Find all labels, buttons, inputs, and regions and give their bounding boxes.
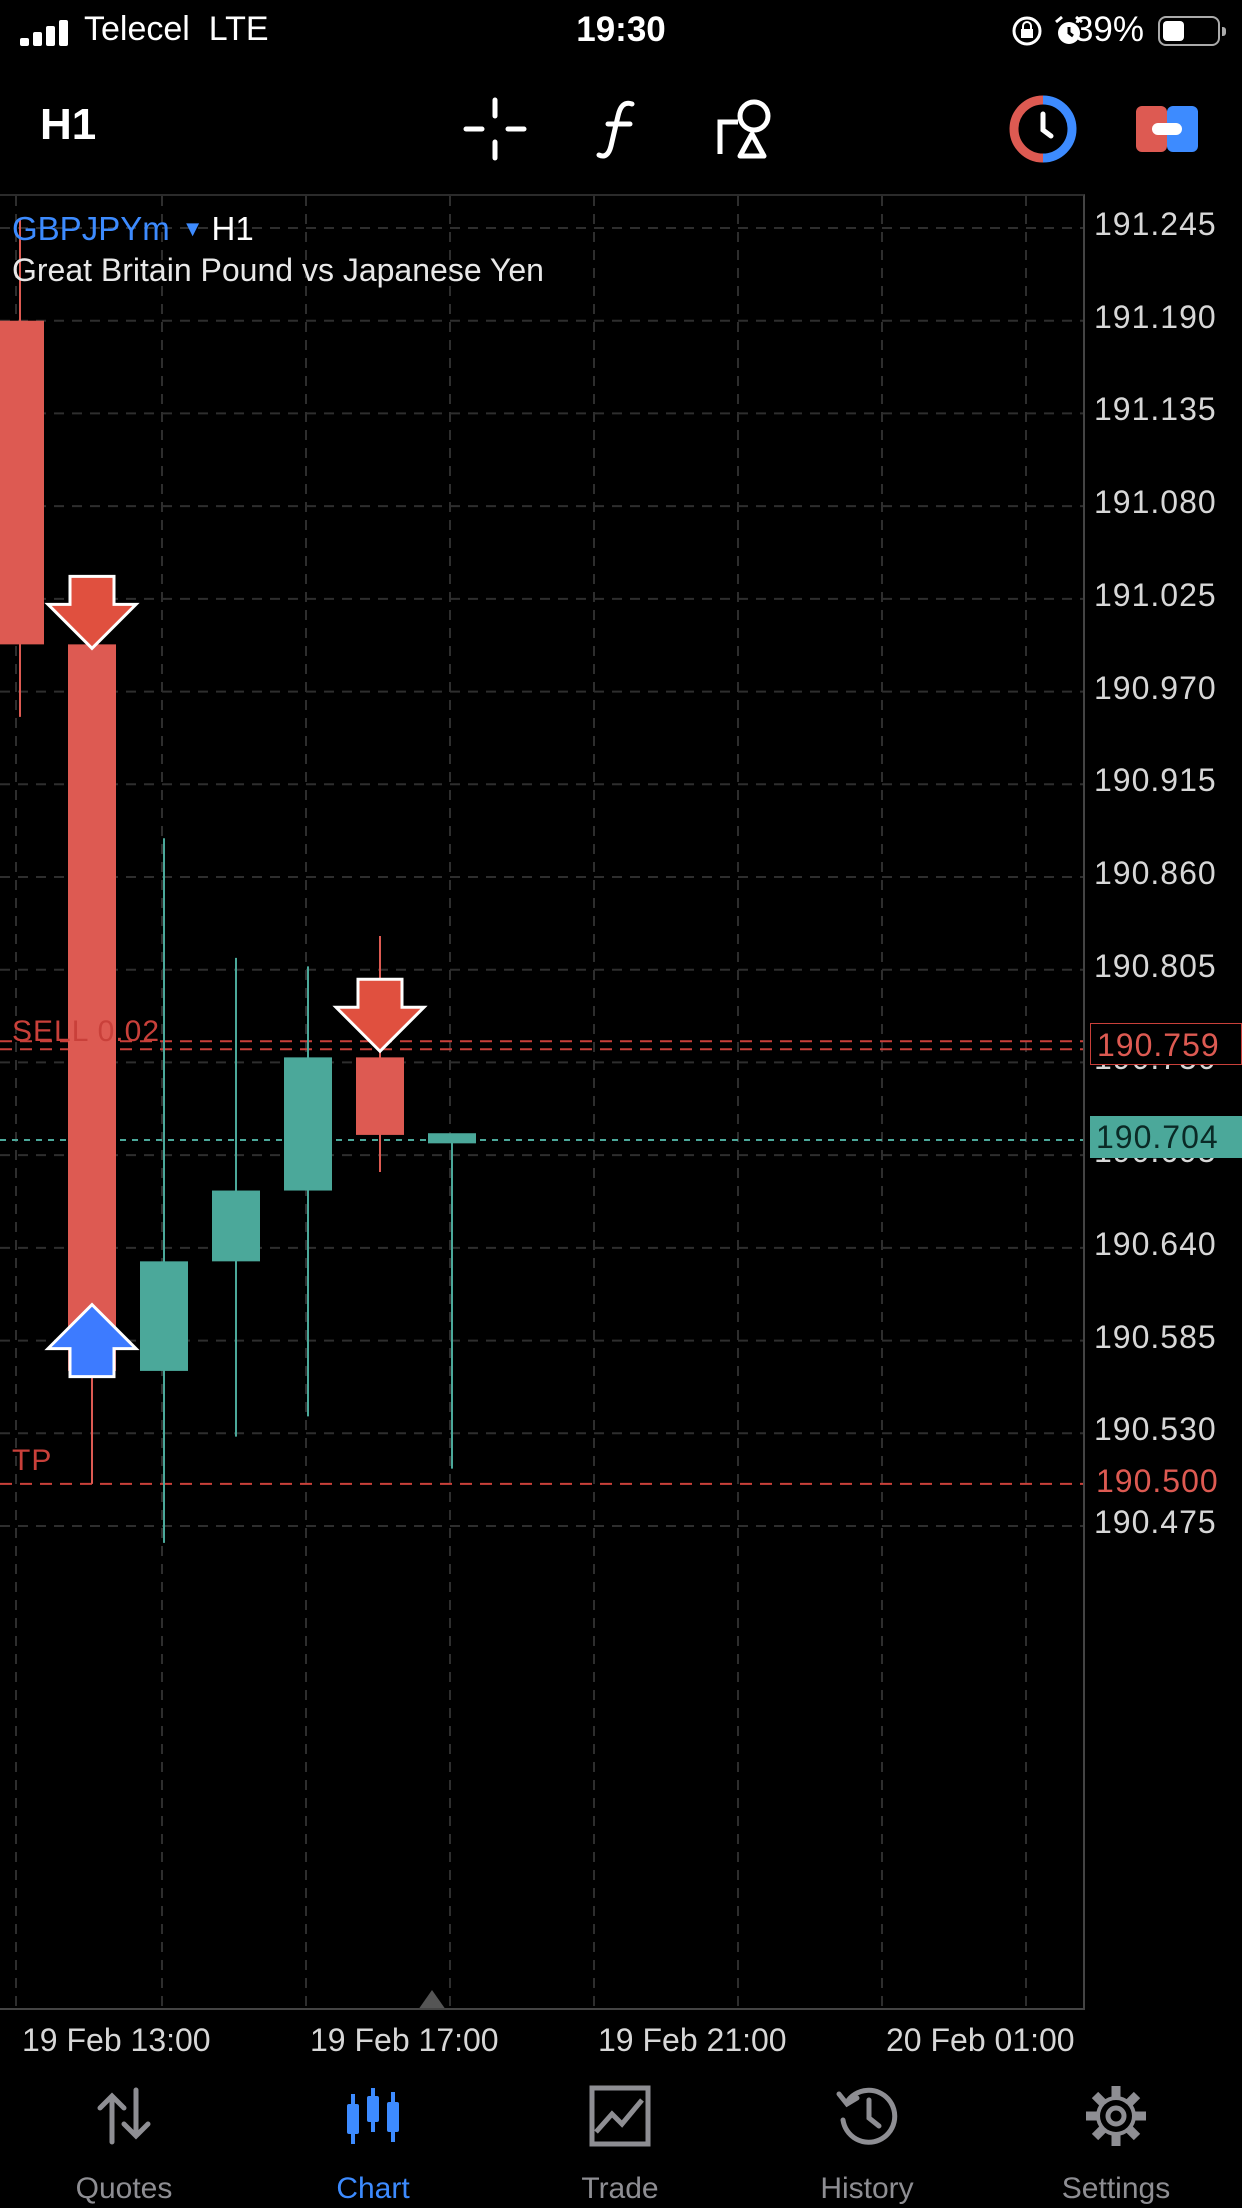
carrier-label: Telecel LTE [84, 10, 269, 48]
candle-body [140, 1261, 188, 1371]
price-scale-label: 190.530 [1094, 1411, 1217, 1448]
symbol-description: Great Britain Pound vs Japanese Yen [12, 252, 544, 288]
nav-history[interactable]: History [767, 2060, 967, 2208]
price-scale-label: 190.805 [1094, 947, 1217, 984]
battery-icon [1158, 16, 1226, 46]
candle-body [356, 1057, 404, 1135]
history-icon [836, 2087, 898, 2145]
price-scale-label: 190.475 [1094, 1504, 1217, 1540]
account-icon[interactable] [1132, 94, 1202, 164]
quotes-icon [97, 2087, 151, 2145]
signal-icon [20, 18, 76, 46]
bottom-navigation: Quotes Chart Trade History [0, 2060, 1242, 2208]
timeframe-button[interactable]: H1 [40, 100, 97, 149]
candle-body [428, 1133, 476, 1144]
indicators-icon[interactable] [586, 94, 656, 164]
settings-icon [1086, 2086, 1146, 2146]
sell-price-tag: 190.759 [1090, 1023, 1242, 1066]
candle-body [212, 1190, 260, 1262]
battery-percent: 39% [1073, 10, 1144, 49]
chart-shift-marker [419, 1990, 445, 2008]
nav-trade[interactable]: Trade [520, 2060, 720, 2208]
symbol-selector[interactable]: GBPJPYm [12, 210, 170, 247]
price-scale-label: 190.970 [1094, 669, 1217, 706]
chart-icon [347, 2088, 399, 2144]
time-scale-label: 20 Feb 01:00 [886, 2022, 1075, 2058]
rotation-lock-icon [1012, 16, 1042, 46]
tp-price-tag: 190.500 [1090, 1459, 1242, 1502]
clock: 19:30 [576, 10, 666, 49]
tp-line-label: TP [12, 1443, 53, 1477]
symbol-header: GBPJPYm ▼ H1 [12, 210, 254, 248]
chart-plot[interactable]: GBPJPYm ▼ H1 Great Britain Pound vs Japane… [0, 194, 1085, 2010]
nav-label: Chart [336, 2172, 410, 2205]
price-scale-label: 191.135 [1094, 391, 1217, 428]
symbol-timeframe: H1 [211, 210, 254, 247]
candle-body [0, 320, 44, 645]
nav-label: Trade [581, 2172, 659, 2205]
price-scale-label: 191.190 [1094, 298, 1217, 335]
sell-arrow-marker[interactable] [44, 574, 140, 651]
trade-icon [589, 2085, 651, 2147]
status-bar: Telecel LTE 19:30 39% [0, 0, 1242, 62]
chart-canvas[interactable] [0, 196, 1085, 2010]
price-scale-label: 190.585 [1094, 1318, 1217, 1355]
alarm-icon [1055, 15, 1083, 44]
candle-body [284, 1057, 332, 1191]
nav-label: Settings [1061, 2172, 1171, 2205]
price-scale-label: 191.080 [1094, 484, 1217, 521]
price-scale-label: 190.915 [1094, 762, 1217, 799]
one-click-trading-icon[interactable] [1008, 94, 1078, 164]
chart-toolbar: H1 [0, 84, 1242, 172]
sell-arrow-marker[interactable] [332, 977, 428, 1054]
nav-quotes[interactable]: Quotes [24, 2060, 224, 2208]
buy-arrow-marker[interactable] [44, 1302, 140, 1379]
nav-chart[interactable]: Chart [273, 2060, 473, 2208]
objects-icon[interactable] [710, 94, 780, 164]
price-scale-label: 190.860 [1094, 855, 1217, 891]
nav-label: Quotes [75, 2172, 173, 2205]
symbol-dropdown-icon[interactable]: ▼ [181, 216, 204, 241]
time-scale-label: 19 Feb 13:00 [22, 2022, 211, 2058]
current-price-tag: 190.704 [1090, 1115, 1242, 1158]
nav-label: History [820, 2172, 914, 2205]
price-scale-label: 190.640 [1094, 1225, 1217, 1262]
price-scale-label: 191.025 [1094, 576, 1217, 613]
candle-body [68, 644, 116, 1371]
chart-area[interactable]: GBPJPYm ▼ H1 Great Britain Pound vs Japane… [0, 194, 1242, 2058]
sell-line-label: SELL 0.02 [12, 1015, 160, 1049]
time-scale-label: 19 Feb 17:00 [310, 2022, 499, 2058]
price-scale-label: 191.245 [1094, 206, 1217, 242]
nav-settings[interactable]: Settings [1016, 2060, 1216, 2208]
time-scale-label: 19 Feb 21:00 [598, 2022, 787, 2058]
crosshair-icon[interactable] [460, 94, 530, 164]
